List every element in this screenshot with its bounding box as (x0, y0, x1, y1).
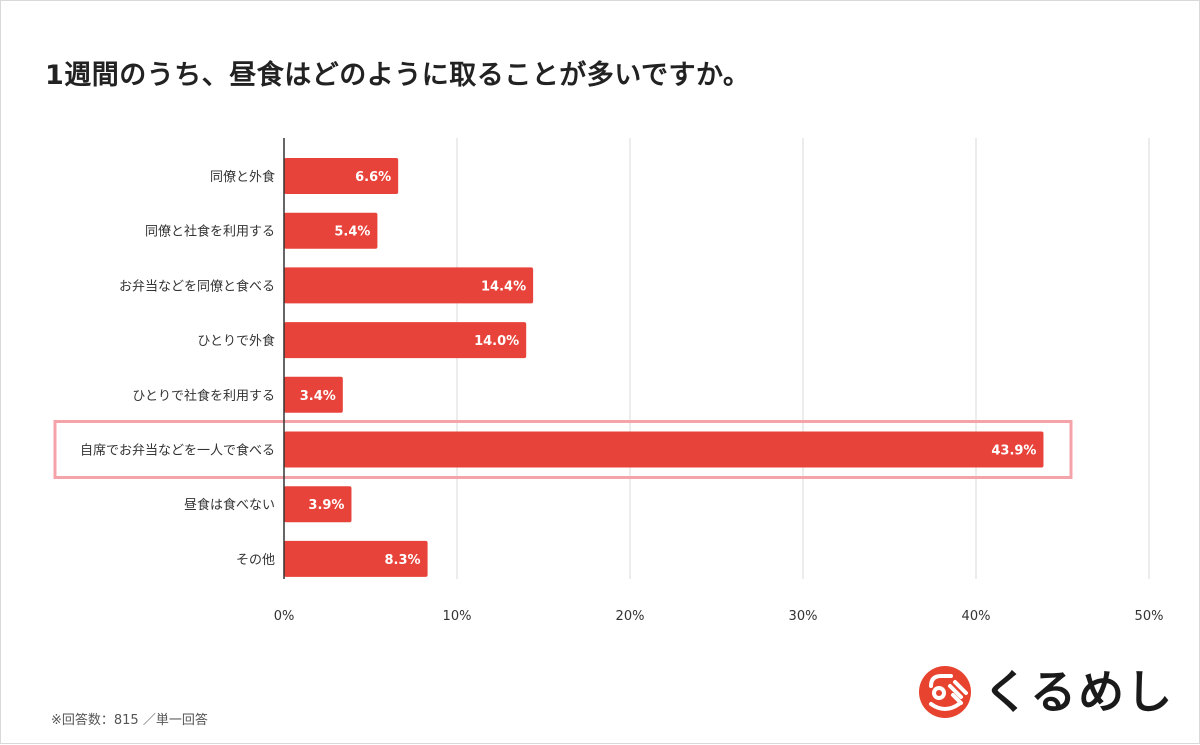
bar-value-label: 3.4% (300, 389, 336, 404)
x-tick-label: 50% (1135, 609, 1164, 624)
bar (284, 212, 378, 249)
x-tick-label: 40% (962, 609, 991, 624)
response-count-note: ※回答数：815 ／単一回答 (51, 713, 208, 728)
category-label: ひとりで外食 (197, 333, 275, 349)
bar (284, 267, 534, 304)
bar (284, 431, 1044, 468)
category-label: 同僚と社食を利用する (145, 224, 275, 240)
bar-value-label: 14.4% (481, 279, 526, 294)
x-tick-label: 10% (443, 609, 472, 624)
fork-and-face-logo-icon (919, 666, 971, 718)
category-label: 自席でお弁当などを一人で食べる (80, 443, 275, 459)
bar-value-label: 14.0% (474, 334, 519, 349)
bar (284, 376, 343, 413)
bar-value-label: 3.9% (308, 498, 344, 513)
bar (284, 540, 428, 577)
bar-value-label: 8.3% (385, 553, 421, 568)
x-tick-label: 0% (274, 609, 295, 624)
brand-logo: くるめし (917, 664, 1174, 720)
brand-name: くるめし (983, 665, 1175, 719)
category-label: 同僚と外食 (210, 169, 275, 185)
category-label: ひとりで社食を利用する (132, 388, 275, 404)
bar (284, 158, 399, 194)
x-tick-label: 30% (789, 609, 818, 624)
x-tick-label: 20% (616, 609, 645, 624)
chart-title: 1週間のうち、昼食はどのように取ることが多いですか。 (45, 60, 751, 91)
bar-value-label: 43.9% (991, 444, 1036, 459)
bar (284, 486, 352, 523)
category-label: その他 (236, 553, 275, 568)
bar (284, 322, 527, 359)
highlight-frame (53, 420, 1073, 479)
category-label: お弁当などを同僚と食べる (119, 278, 275, 294)
bar-value-label: 5.4% (334, 225, 370, 240)
bar-value-label: 6.6% (355, 170, 391, 185)
category-label: 昼食は食べない (184, 497, 275, 513)
